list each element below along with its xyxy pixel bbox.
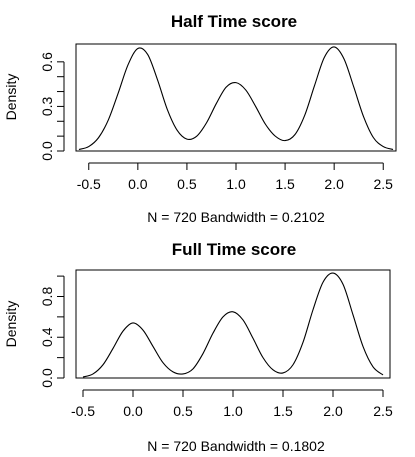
x-tick-label: 2.5	[373, 403, 393, 419]
x-tick-label: 2.0	[324, 176, 344, 192]
y-tick-label: 0.6	[39, 52, 55, 72]
x-tick-label: 1.0	[226, 176, 246, 192]
y-tick-label: 0.3	[39, 96, 55, 116]
x-tick-label: 1.5	[275, 176, 295, 192]
y-tick-label: 0.0	[39, 368, 55, 388]
full-time-density-panel: Full Time score Density N = 720 Bandwidt…	[3, 240, 393, 454]
x-tick-label: 2.0	[323, 403, 343, 419]
y-tick-label: 0.4	[39, 327, 55, 347]
half-time-density-panel: Half Time score Density N = 720 Bandwidt…	[3, 12, 397, 225]
y-tick-label: 0.8	[39, 287, 55, 307]
x-tick-label: 0.0	[128, 176, 148, 192]
density-curve	[82, 272, 384, 378]
plot-frame	[75, 43, 397, 152]
density-curve	[78, 46, 394, 151]
chart-title: Full Time score	[172, 240, 296, 259]
x-tick-label: 1.5	[273, 403, 293, 419]
x-tick-label: 0.5	[177, 176, 197, 192]
x-axis-label: N = 720 Bandwidth = 0.2102	[147, 209, 325, 225]
x-tick-label: 1.0	[223, 403, 243, 419]
x-tick-label: 2.5	[374, 176, 394, 192]
x-tick-label: 0.5	[173, 403, 193, 419]
x-tick-label: 0.0	[123, 403, 143, 419]
x-axis-label: N = 720 Bandwidth = 0.1802	[147, 438, 325, 454]
y-axis-label: Density	[3, 301, 19, 348]
chart-title: Half Time score	[171, 12, 297, 31]
y-tick-label: 0.0	[39, 141, 55, 161]
x-tick-label: -0.5	[71, 403, 95, 419]
plot-frame	[75, 269, 391, 379]
y-axis-label: Density	[3, 74, 19, 121]
x-tick-label: -0.5	[77, 176, 101, 192]
